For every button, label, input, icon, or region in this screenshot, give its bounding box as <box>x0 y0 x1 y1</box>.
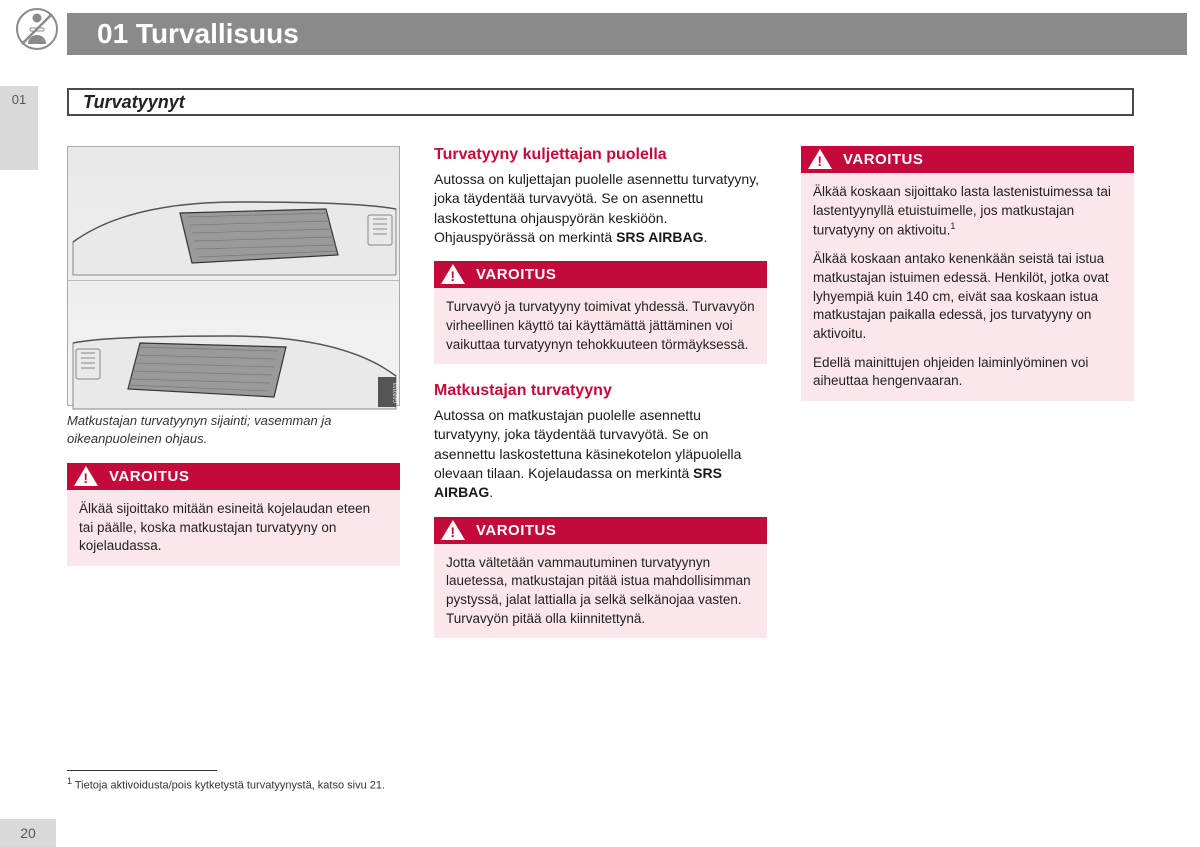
paragraph: Autossa on kuljettajan puolelle asennett… <box>434 170 767 247</box>
chapter-header: 01 Turvallisuus <box>67 13 1187 55</box>
svg-text:!: ! <box>817 153 822 169</box>
svg-text:G020113: G020113 <box>393 383 399 403</box>
warning-text: Älkää koskaan sijoittako lasta lastenist… <box>813 183 1122 240</box>
warning-header: ! VAROITUS <box>434 261 767 288</box>
warning-triangle-icon: ! <box>807 148 833 170</box>
column-2: Turvatyyny kuljettajan puolella Autossa … <box>434 146 767 656</box>
section-title-bar: Turvatyynyt <box>67 88 1134 116</box>
column-3: ! VAROITUS Älkää koskaan sijoittako last… <box>801 146 1134 656</box>
chapter-title: 01 Turvallisuus <box>97 18 299 50</box>
warning-box-1: ! VAROITUS Älkää sijoittako mitään esine… <box>67 463 400 566</box>
warning-box-2: ! VAROITUS Turvavyö ja turvatyyny toimiv… <box>434 261 767 364</box>
page-number: 20 <box>0 819 56 847</box>
warning-text: Turvavyö ja turvatyyny toimivat yhdessä.… <box>446 298 755 354</box>
footnote-text: Tietoja aktivoidusta/pois kytketystä tur… <box>75 780 385 792</box>
chapter-side-tab-label: 01 <box>12 92 26 107</box>
paragraph: Autossa on matkustajan puolelle asennett… <box>434 406 767 503</box>
subheading-driver-airbag: Turvatyyny kuljettajan puolella <box>434 146 767 164</box>
svg-text:!: ! <box>83 470 88 486</box>
warning-body: Älkää sijoittako mitään esineitä kojelau… <box>67 490 400 566</box>
content-area: G020113 Matkustajan turvatyynyn sijainti… <box>67 146 1134 656</box>
footnote: 1 Tietoja aktivoidusta/pois kytketystä t… <box>67 776 385 792</box>
warning-text: Älkää sijoittako mitään esineitä kojelau… <box>79 500 388 556</box>
figure-caption: Matkustajan turvatyynyn sijainti; vasemm… <box>67 412 400 447</box>
warning-box-3: ! VAROITUS Jotta vältetään vammautuminen… <box>434 517 767 639</box>
warning-text: Älkää koskaan antako kenenkään seistä ta… <box>813 250 1122 343</box>
warning-header: ! VAROITUS <box>434 517 767 544</box>
footnote-rule <box>67 770 217 771</box>
warning-label: VAROITUS <box>476 266 556 283</box>
warning-text: Jotta vältetään vammautuminen turvatyyny… <box>446 554 755 629</box>
column-1: G020113 Matkustajan turvatyynyn sijainti… <box>67 146 400 656</box>
seatbelt-no-icon <box>16 8 58 50</box>
svg-text:!: ! <box>450 268 455 284</box>
airbag-location-figure: G020113 <box>67 146 400 406</box>
warning-label: VAROITUS <box>109 468 189 485</box>
svg-text:!: ! <box>450 524 455 540</box>
warning-label: VAROITUS <box>843 151 923 168</box>
warning-body: Älkää koskaan sijoittako lasta lastenist… <box>801 173 1134 401</box>
warning-body: Jotta vältetään vammautuminen turvatyyny… <box>434 544 767 639</box>
warning-box-4: ! VAROITUS Älkää koskaan sijoittako last… <box>801 146 1134 401</box>
warning-label: VAROITUS <box>476 522 556 539</box>
warning-text: Edellä mainittujen ohjeiden laiminlyömin… <box>813 354 1122 391</box>
warning-header: ! VAROITUS <box>801 146 1134 173</box>
warning-triangle-icon: ! <box>440 519 466 541</box>
warning-triangle-icon: ! <box>73 465 99 487</box>
subheading-passenger-airbag: Matkustajan turvatyyny <box>434 382 767 400</box>
warning-triangle-icon: ! <box>440 263 466 285</box>
warning-body: Turvavyö ja turvatyyny toimivat yhdessä.… <box>434 288 767 364</box>
section-title: Turvatyynyt <box>83 92 185 113</box>
warning-header: ! VAROITUS <box>67 463 400 490</box>
chapter-side-tab: 01 <box>0 86 38 170</box>
